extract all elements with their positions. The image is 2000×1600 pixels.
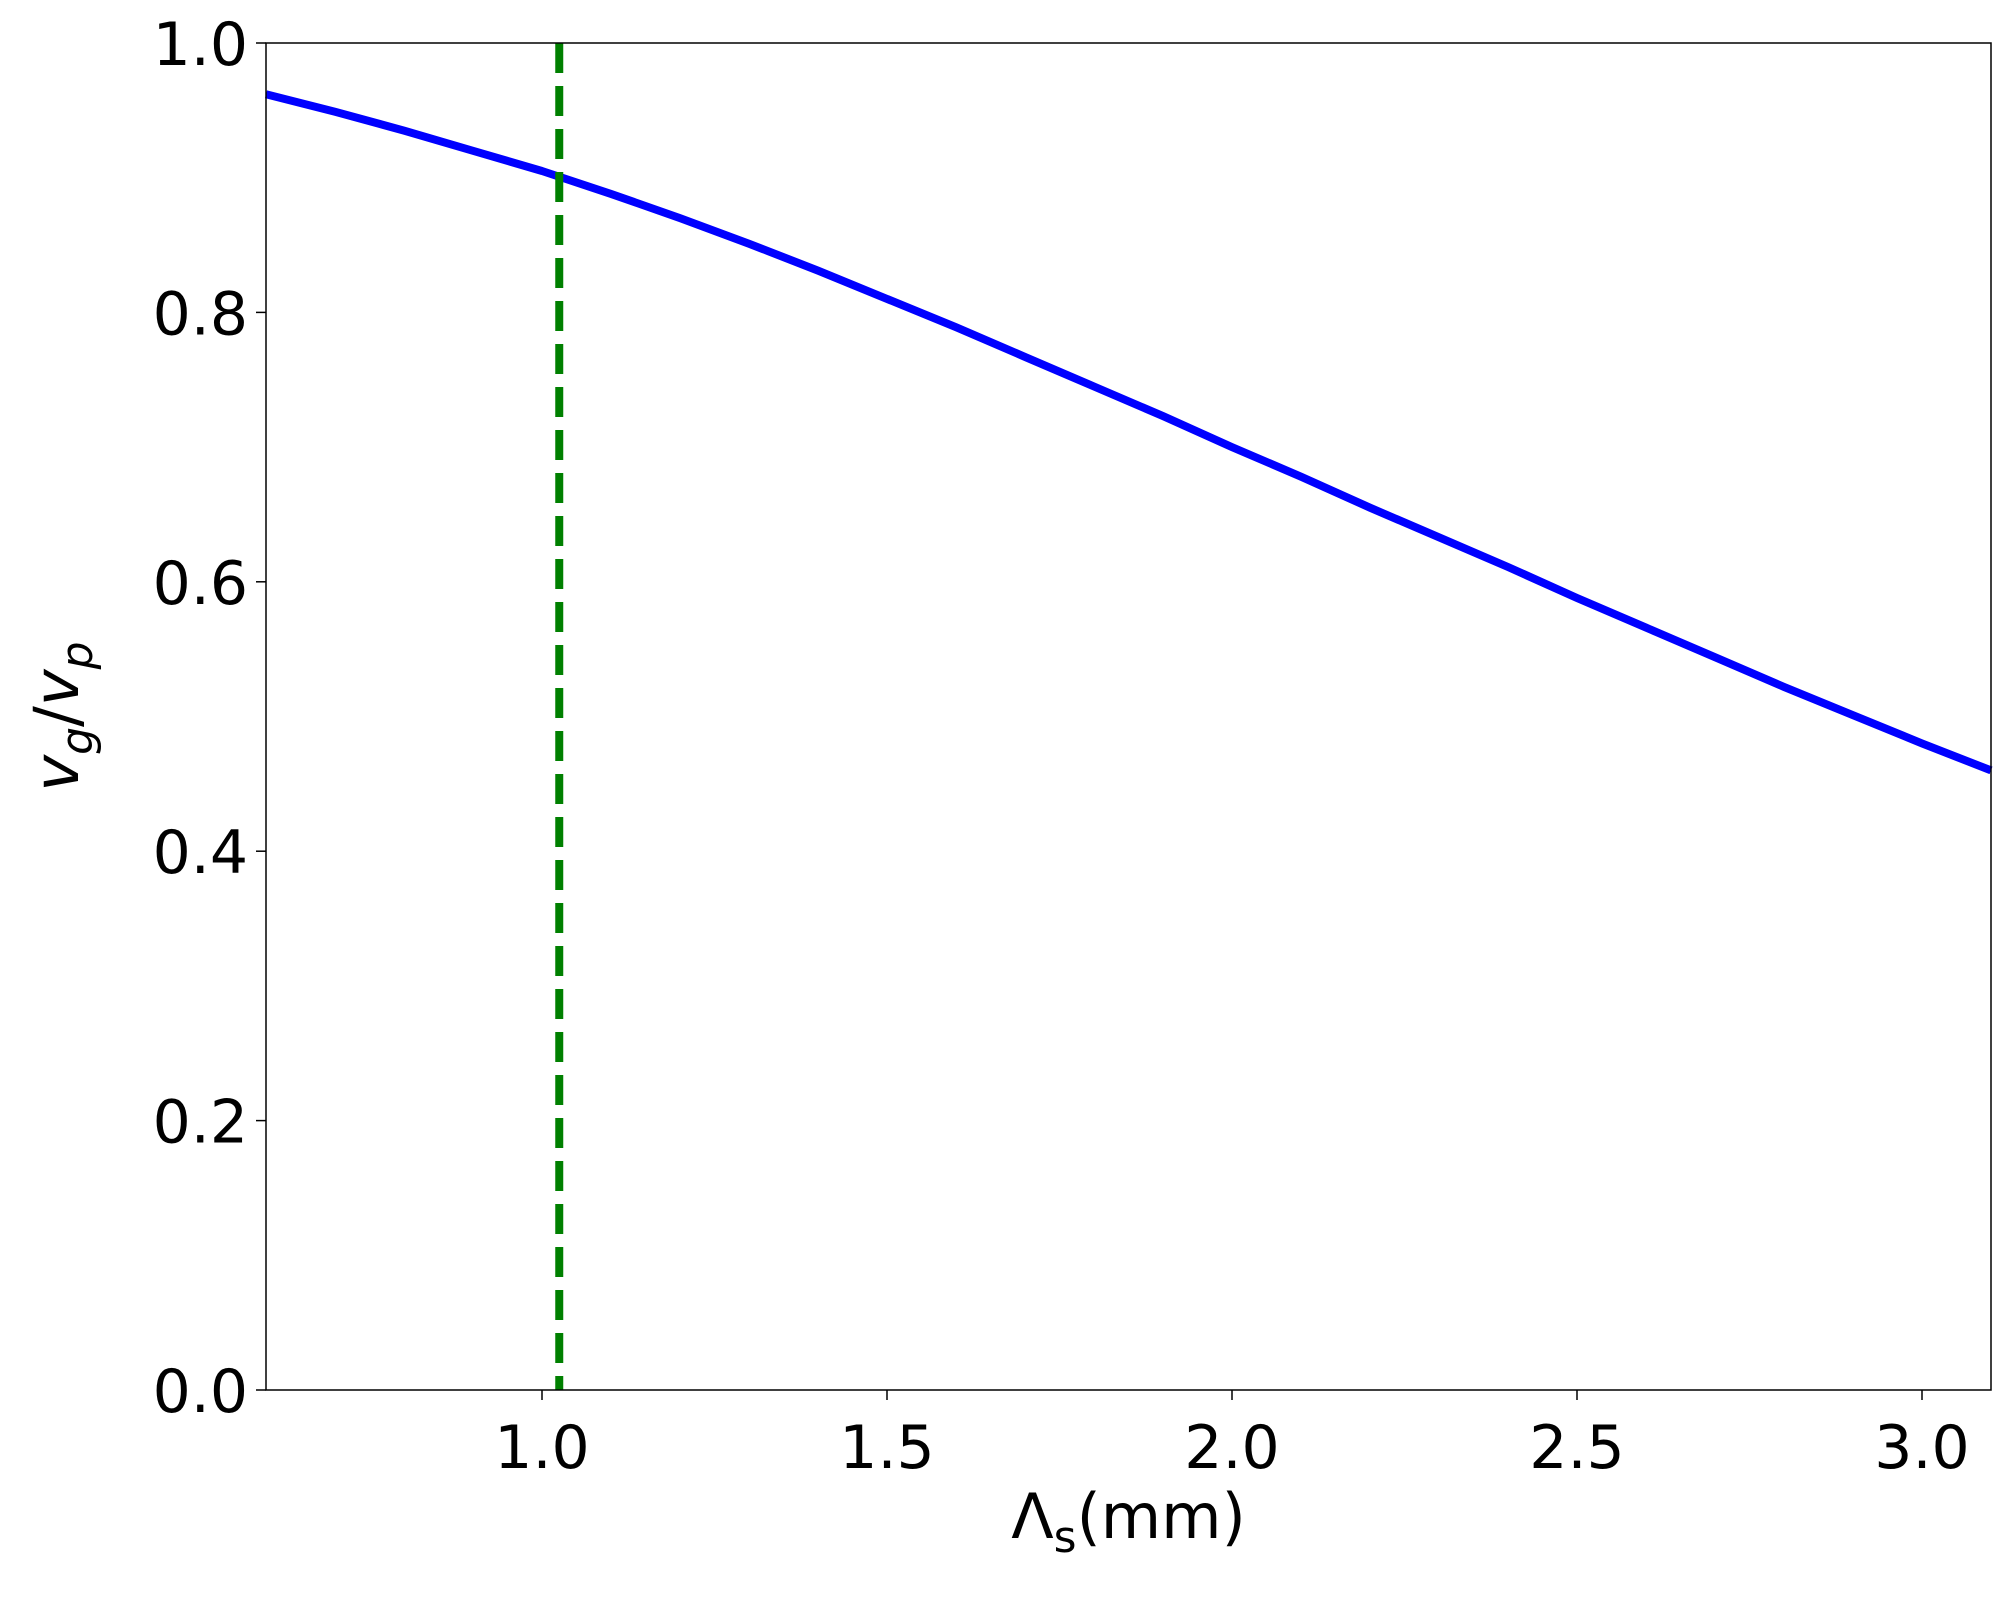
- x-tick-label: 2.5: [1529, 1413, 1624, 1483]
- plot-frame: [265, 42, 1992, 1391]
- axis-ticks: 1.0 1.5 2.0 2.5 3.0 0.0 0.2 0.4 0.6 0.8 1.0: [153, 10, 1970, 1483]
- x-tick-label: 3.0: [1874, 1413, 1969, 1483]
- y-tick-label: 0.4: [153, 818, 248, 888]
- y-tick-label: 0.0: [153, 1357, 248, 1427]
- x-tick-label: 2.0: [1184, 1413, 1279, 1483]
- plot-lines: [265, 43, 1993, 1390]
- x-tick-label: 1.5: [839, 1413, 934, 1483]
- y-tick-label: 0.8: [153, 279, 248, 349]
- series-line-0: [265, 90, 1993, 775]
- y-tick-label: 1.0: [153, 10, 248, 80]
- y-tick-label: 0.6: [153, 549, 248, 619]
- y-axis-title: vg/vp: [20, 641, 103, 791]
- y-tick-label: 0.2: [153, 1088, 248, 1158]
- x-axis-title: Λs(mm): [1011, 1480, 1246, 1563]
- x-tick-label: 1.0: [494, 1413, 589, 1483]
